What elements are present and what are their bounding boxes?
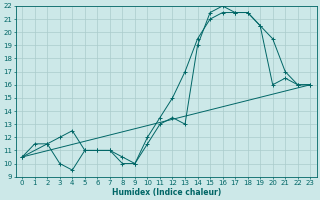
X-axis label: Humidex (Indice chaleur): Humidex (Indice chaleur)	[112, 188, 221, 197]
